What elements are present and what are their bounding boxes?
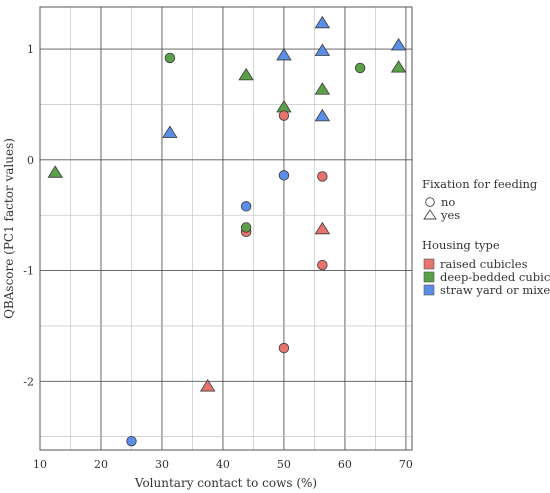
data-point-circle — [240, 222, 252, 233]
legend-color-swatch — [423, 284, 435, 296]
data-point-circle — [317, 259, 328, 271]
legend-fixation-title: Fixation for feeding — [422, 177, 538, 191]
x-tick-label: 60 — [338, 458, 352, 471]
y-tick-label: 1 — [27, 43, 34, 56]
x-tick-label: 70 — [399, 458, 413, 471]
x-tick-label: 10 — [33, 458, 47, 471]
x-axis-title: Voluntary contact to cows (%) — [134, 476, 317, 490]
data-points — [47, 15, 407, 447]
data-point-circle — [354, 62, 366, 74]
data-point-circle — [317, 171, 328, 182]
legend-fixation-label: no — [441, 195, 455, 209]
data-point-triangle — [314, 221, 331, 235]
data-point-triangle — [47, 165, 63, 178]
legend-color-swatch — [423, 258, 435, 270]
grid-lines — [40, 7, 412, 450]
legend-housing-label: deep-bedded cubicles — [440, 270, 550, 284]
data-point-triangle — [390, 38, 407, 51]
x-tick-label: 40 — [216, 458, 230, 471]
data-point-triangle — [314, 15, 331, 29]
y-tick-label: 0 — [27, 154, 34, 167]
legend-housing-label: raised cubicles — [440, 257, 528, 271]
x-tick-label: 30 — [155, 458, 169, 471]
data-point-triangle — [314, 82, 331, 95]
x-tick-label: 50 — [277, 458, 291, 471]
data-point-triangle — [162, 125, 178, 138]
data-point-circle — [278, 342, 290, 354]
data-point-triangle — [276, 47, 292, 61]
y-tick-labels: -2 -1 0 1 — [23, 43, 34, 388]
y-axis-title: QBAscore (PC1 factor values) — [2, 138, 16, 319]
x-tick-labels: 10 20 30 40 50 60 70 — [33, 458, 413, 471]
data-point-triangle — [199, 379, 216, 392]
legend-housing-label: straw yard or mixed — [440, 283, 550, 297]
legend-fixation-label: yes — [440, 208, 460, 222]
data-point-triangle — [314, 108, 331, 122]
y-tick-label: -1 — [23, 265, 34, 278]
legend-color-swatch — [423, 271, 435, 283]
legend-housing-title: Housing type — [422, 238, 500, 252]
x-tick-label: 20 — [94, 458, 108, 471]
data-point-triangle — [314, 43, 331, 56]
plot-frame — [39, 6, 413, 451]
data-point-circle — [126, 435, 137, 447]
data-point-circle — [278, 170, 290, 181]
legend-triangle-icon — [423, 209, 437, 220]
data-point-triangle — [276, 100, 292, 113]
data-point-circle — [278, 110, 290, 121]
data-point-triangle — [390, 60, 407, 73]
legend-circle-icon — [425, 197, 435, 207]
data-point-circle — [240, 201, 252, 212]
data-point-circle — [164, 52, 176, 64]
data-point-triangle — [238, 67, 254, 81]
y-tick-label: -2 — [23, 375, 34, 388]
